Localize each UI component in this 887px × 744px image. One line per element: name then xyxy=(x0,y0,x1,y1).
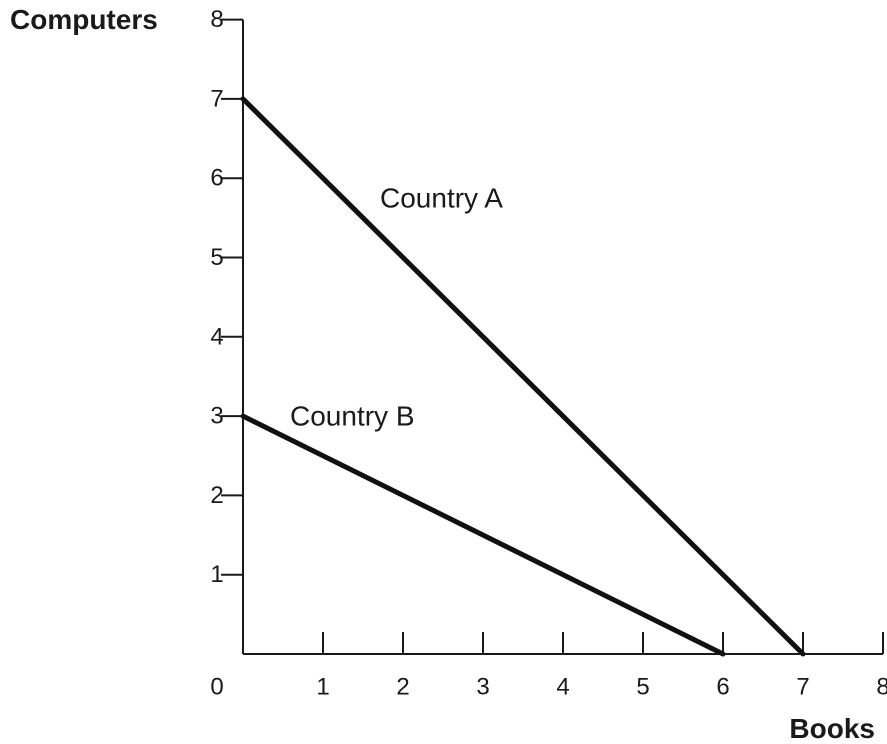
x-tick-label: 2 xyxy=(396,674,409,701)
x-tick-label: 4 xyxy=(556,674,569,701)
x-tick-label: 6 xyxy=(716,674,729,701)
x-axis-title: Books xyxy=(789,713,875,744)
y-tick-label: 5 xyxy=(210,244,223,271)
y-ticks: 1 2 3 4 5 6 7 8 xyxy=(210,6,243,588)
y-tick-label: 6 xyxy=(210,165,223,192)
y-axis-title: Computers xyxy=(10,4,158,35)
series-line-country-a xyxy=(240,96,806,657)
x-ticks: 1 2 3 4 5 6 7 8 xyxy=(316,632,887,701)
axes xyxy=(242,19,883,655)
x-tick-label: 8 xyxy=(876,674,887,701)
y-tick-label: 3 xyxy=(210,403,223,430)
origin-label: 0 xyxy=(210,674,223,701)
x-tick-label: 5 xyxy=(636,674,649,701)
y-tick-label: 8 xyxy=(210,6,223,33)
y-tick-label: 7 xyxy=(210,85,223,112)
series-line-country-b xyxy=(240,413,726,657)
x-tick-label: 7 xyxy=(796,674,809,701)
x-tick-label: 1 xyxy=(316,674,329,701)
y-tick-label: 2 xyxy=(210,482,223,509)
series-label: Country B xyxy=(290,401,415,432)
series-label: Country A xyxy=(380,183,503,214)
x-tick-label: 3 xyxy=(476,674,489,701)
y-tick-label: 1 xyxy=(210,561,223,588)
y-tick-label: 4 xyxy=(210,323,223,350)
series-group: Country A Country B xyxy=(240,96,806,657)
